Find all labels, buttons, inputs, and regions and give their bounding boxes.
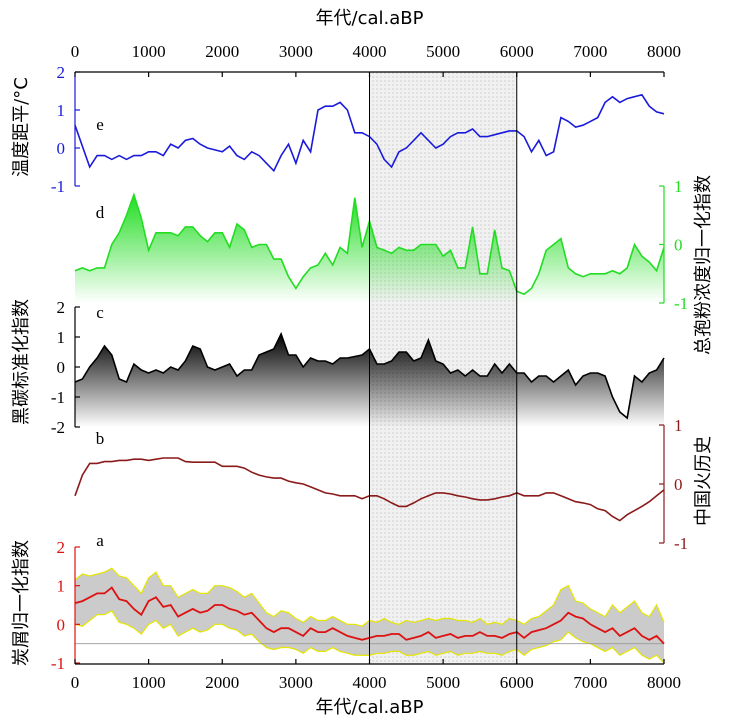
ytick-label-a: 1 — [57, 577, 66, 596]
ylabel-c: 黑碳标准化指数 — [11, 299, 32, 425]
ytick-label-e: -1 — [51, 177, 65, 196]
ytick-label-a: 0 — [57, 615, 66, 634]
xtick-label-top: 7000 — [573, 42, 607, 61]
ylabel-a: 炭屑归一化指数 — [11, 540, 32, 666]
ytick-label-e: 1 — [57, 101, 66, 120]
xtick-label-bottom: 1000 — [132, 673, 166, 692]
ytick-label-a: 2 — [57, 538, 66, 557]
ytick-label-d: -1 — [674, 294, 688, 313]
xtick-label-top: 2000 — [205, 42, 239, 61]
panel-label-c: c — [96, 303, 104, 322]
xtick-label-top: 0 — [71, 42, 80, 61]
xlabel-top: 年代/cal.aBP — [316, 8, 424, 29]
xtick-label-bottom: 0 — [71, 673, 80, 692]
ytick-label-c: 0 — [57, 358, 66, 377]
xtick-label-bottom: 6000 — [500, 673, 534, 692]
panel-label-e: e — [96, 115, 104, 134]
series-e-line — [74, 93, 665, 173]
ytick-label-e: 0 — [57, 139, 66, 158]
xtick-label-bottom: 7000 — [573, 673, 607, 692]
ytick-label-c: 1 — [57, 328, 66, 347]
ytick-label-d: 0 — [674, 236, 683, 255]
ylabel-d: 总孢粉浓度归一化指数 — [693, 175, 714, 355]
xtick-label-bottom: 4000 — [353, 673, 387, 692]
ytick-label-c: 2 — [57, 298, 66, 317]
ylabel-b: 中国火历史 — [693, 436, 714, 526]
xlabel-bottom: 年代/cal.aBP — [316, 697, 424, 718]
ytick-label-c: -1 — [51, 388, 65, 407]
xtick-label-top: 1000 — [132, 42, 166, 61]
xtick-label-bottom: 5000 — [426, 673, 460, 692]
xtick-label-bottom: 8000 — [647, 673, 681, 692]
panel-label-d: d — [96, 203, 105, 222]
ytick-label-c: -2 — [51, 418, 65, 437]
panel-label-a: a — [96, 531, 104, 550]
ytick-label-e: 2 — [57, 63, 66, 82]
xtick-label-bottom: 3000 — [279, 673, 313, 692]
ytick-label-b: 1 — [674, 416, 683, 435]
ytick-label-b: 0 — [674, 475, 683, 494]
ytick-label-a: -1 — [51, 654, 65, 673]
panel-label-b: b — [96, 429, 105, 448]
xtick-label-top: 6000 — [500, 42, 534, 61]
xtick-label-top: 4000 — [353, 42, 387, 61]
xtick-label-top: 3000 — [279, 42, 313, 61]
ytick-label-d: 1 — [674, 177, 683, 196]
xtick-label-bottom: 2000 — [205, 673, 239, 692]
xtick-label-top: 8000 — [647, 42, 681, 61]
ytick-label-b: -1 — [674, 534, 688, 553]
ylabel-e: 温度距平/°C — [11, 77, 32, 177]
xtick-label-top: 5000 — [426, 42, 460, 61]
